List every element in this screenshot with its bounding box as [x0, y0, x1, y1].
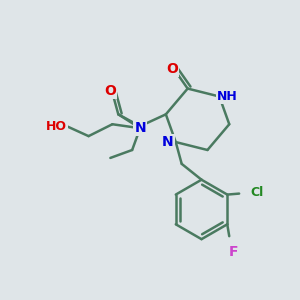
- Text: NH: NH: [217, 90, 238, 103]
- Text: F: F: [229, 245, 238, 259]
- Text: O: O: [166, 62, 178, 76]
- Text: O: O: [104, 84, 116, 98]
- Text: N: N: [162, 135, 174, 149]
- Text: HO: HO: [46, 120, 68, 133]
- Text: Cl: Cl: [250, 186, 264, 199]
- Text: N: N: [134, 121, 146, 135]
